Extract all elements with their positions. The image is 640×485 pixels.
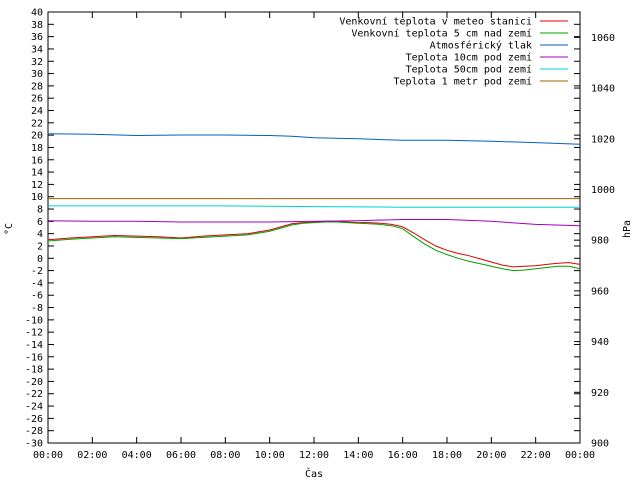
x-axis: 00:00 02:00 04:00 06:00 08:00 10:00 12:00 14:00… [33,12,595,461]
y-tick-label: 40 [31,8,43,19]
legend-label: Teplota 1 metr pod zemí [394,76,532,88]
y-tick-label: 32 [31,57,43,68]
series-line [47,220,581,268]
y-tick-label: -26 [25,414,43,425]
legend-label: Teplota 10cm pod zemí [406,52,532,64]
y-tick-label: -10 [25,315,43,326]
x-tick-label: 20:00 [476,450,506,461]
y-tick-label: 38 [31,20,43,31]
y2-tick-label: 1040 [591,84,615,95]
series-line [47,133,581,145]
y-axis-left: 4038363432302826242220181614121086420-2-… [25,8,580,450]
y2-tick-label: 1020 [591,134,615,145]
legend-label: Venkovní teplota 5 cm nad zemí [351,28,532,40]
y-tick-label: -18 [25,365,43,376]
x-tick-label: 06:00 [166,450,196,461]
series-line [47,221,581,272]
y-tick-label: -22 [25,389,43,400]
legend-label: Atmosférický tlak [430,40,532,52]
y-tick-label: 8 [37,205,43,216]
y2-tick-label: 1000 [591,185,615,196]
x-tick-label: 16:00 [388,450,418,461]
y-tick-label: 28 [31,81,43,92]
x-tick-label: 22:00 [521,450,551,461]
y-tick-label: 6 [37,217,43,228]
y-tick-label: 0 [37,254,43,265]
y2-axis-label: hPa [622,220,633,238]
series-layer [47,133,581,272]
y-tick-label: 34 [31,44,43,55]
y-tick-label: -28 [25,426,43,437]
y-tick-label: 24 [31,106,43,117]
y-axis-label: °C [4,223,15,235]
legend-label: Teplota 50cm pod zemí [406,64,532,76]
series-line [47,219,581,227]
y2-tick-label: 920 [591,388,609,399]
x-tick-label: 08:00 [210,450,240,461]
y-tick-label: 10 [31,192,43,203]
x-tick-label: 14:00 [343,450,373,461]
y-tick-label: -8 [31,303,43,314]
y2-tick-label: 960 [591,286,609,297]
legend-label: Venkovní teplota v meteo stanici [339,16,532,28]
y-tick-label: 36 [31,32,43,43]
series-line [48,205,580,208]
x-tick-label: 18:00 [432,450,462,461]
y-tick-label: -12 [25,328,43,339]
y-tick-label: 22 [31,118,43,129]
y-tick-label: 30 [31,69,43,80]
x-tick-label: 10:00 [255,450,285,461]
y-tick-label: -30 [25,439,43,450]
y-tick-label: 16 [31,155,43,166]
y2-tick-label: 900 [591,439,609,450]
y-tick-label: 26 [31,94,43,105]
y-tick-label: -16 [25,352,43,363]
y2-tick-label: 980 [591,236,609,247]
y-tick-label: -24 [25,402,43,413]
y-tick-label: 18 [31,143,43,154]
y-axis-right: 1060 1040 1020 1000 980 960 940 920 900 [574,33,615,450]
x-tick-label: 00:00 [33,450,63,461]
legend: Venkovní teplota v meteo staniciVenkovní… [339,16,568,88]
x-tick-label: 04:00 [122,450,152,461]
y2-tick-label: 1060 [591,33,615,44]
y-tick-label: -6 [31,291,43,302]
x-tick-label: 12:00 [299,450,329,461]
y-tick-label: -2 [31,266,43,277]
y-tick-label: -14 [25,340,43,351]
y-tick-label: -20 [25,377,43,388]
y-tick-label: -4 [31,278,43,289]
x-tick-label: 00:00 [565,450,595,461]
y-tick-label: 2 [37,241,43,252]
x-axis-label: Čas [305,467,323,480]
y2-tick-label: 940 [591,337,609,348]
x-tick-label: 02:00 [77,450,107,461]
y-tick-label: 20 [31,131,43,142]
y-tick-label: 12 [31,180,43,191]
y-tick-label: 4 [37,229,43,240]
y-tick-label: 14 [31,168,43,179]
